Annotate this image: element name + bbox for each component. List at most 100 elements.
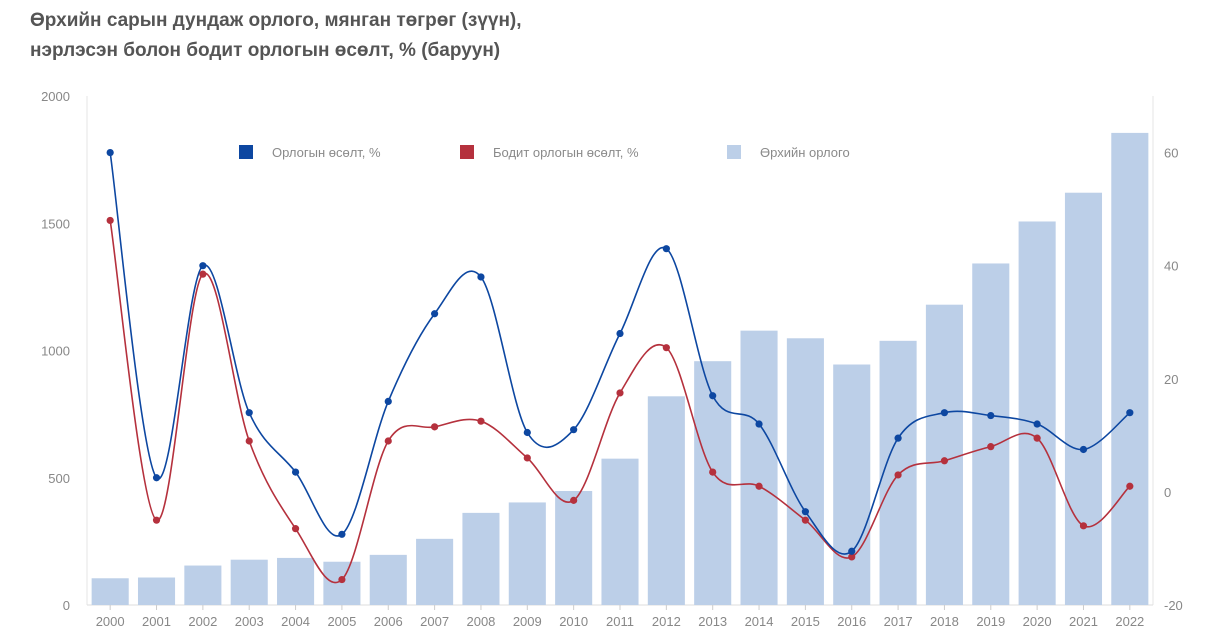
legend-item: Өрхийн орлого	[727, 145, 850, 160]
bar-household-income	[91, 578, 129, 605]
left-axis-tick-label: 1000	[41, 344, 70, 359]
bar-household-income	[925, 304, 963, 605]
point-income-growth	[662, 245, 670, 253]
point-real-income-growth	[848, 553, 856, 561]
bar-household-income	[184, 565, 222, 605]
point-income-growth	[199, 262, 207, 270]
point-income-growth	[755, 420, 763, 428]
left-axis-tick-label: 500	[48, 471, 70, 486]
legend-swatch	[727, 145, 741, 159]
x-axis-tick-label: 2014	[745, 614, 774, 629]
point-real-income-growth	[199, 270, 207, 278]
bar-household-income	[833, 364, 871, 605]
x-axis-tick-label: 2020	[1023, 614, 1052, 629]
point-income-growth	[801, 508, 809, 516]
bar-household-income	[277, 557, 315, 605]
point-real-income-growth	[894, 471, 902, 479]
x-axis-tick-label: 2005	[327, 614, 356, 629]
x-axis-tick-label: 2016	[837, 614, 866, 629]
x-axis-tick-label: 2013	[698, 614, 727, 629]
legend-item: Бодит орлогын өсөлт, %	[460, 145, 639, 160]
point-real-income-growth	[431, 423, 439, 431]
chart-title-line-2: нэрлэсэн болон бодит орлогын өсөлт, % (б…	[30, 40, 501, 61]
legend-label: Бодит орлогын өсөлт, %	[493, 145, 639, 160]
legend-label: Орлогын өсөлт, %	[272, 145, 381, 160]
x-axis-tick-label: 2010	[559, 614, 588, 629]
point-income-growth	[570, 426, 578, 434]
point-real-income-growth	[709, 468, 717, 476]
x-axis-tick-label: 2001	[142, 614, 171, 629]
bar-household-income	[508, 502, 546, 605]
point-income-growth	[940, 409, 949, 417]
point-income-growth	[291, 468, 300, 476]
point-income-growth	[523, 428, 531, 437]
right-axis-tick-label: 40	[1164, 259, 1178, 274]
x-axis-tick-label: 2000	[96, 614, 125, 629]
right-axis-tick-label: -20	[1164, 598, 1183, 613]
bar-household-income	[786, 338, 824, 605]
x-axis-tick-label: 2018	[930, 614, 959, 629]
point-income-growth	[987, 411, 995, 420]
x-axis-tick-label: 2017	[884, 614, 913, 629]
x-axis-tick-label: 2002	[188, 614, 217, 629]
point-income-growth	[616, 329, 624, 338]
point-real-income-growth	[570, 496, 578, 504]
x-axis-tick-label: 2007	[420, 614, 449, 629]
bar-household-income	[137, 577, 176, 605]
bar-household-income	[740, 330, 778, 605]
point-income-growth	[106, 148, 114, 157]
legend-swatch	[460, 145, 474, 159]
point-income-growth	[709, 392, 717, 400]
x-axis-tick-label: 2011	[606, 614, 634, 629]
point-income-growth	[848, 547, 856, 555]
point-real-income-growth	[291, 525, 300, 533]
point-real-income-growth	[755, 482, 763, 490]
right-axis-tick-label: 20	[1164, 372, 1178, 387]
point-real-income-growth	[1079, 522, 1088, 530]
point-real-income-growth	[1126, 482, 1134, 490]
left-axis-tick-label: 2000	[41, 89, 70, 104]
point-income-growth	[431, 310, 439, 318]
point-real-income-growth	[384, 437, 392, 445]
x-axis-tick-label: 2022	[1115, 614, 1144, 629]
bar-household-income	[416, 538, 454, 605]
point-income-growth	[245, 409, 253, 417]
point-real-income-growth	[152, 516, 161, 524]
bar-household-income	[462, 512, 500, 605]
point-real-income-growth	[616, 389, 624, 397]
bar-household-income	[369, 554, 407, 605]
point-real-income-growth	[801, 516, 809, 524]
x-axis-tick-label: 2004	[281, 614, 310, 629]
legend-label: Өрхийн орлого	[760, 145, 850, 160]
right-axis-tick-label: 0	[1164, 485, 1171, 500]
legend-swatch	[239, 145, 253, 159]
point-real-income-growth	[987, 443, 995, 451]
point-income-growth	[1079, 445, 1088, 454]
point-income-growth	[338, 530, 346, 538]
point-income-growth	[384, 397, 392, 405]
bar-household-income	[601, 458, 639, 605]
point-real-income-growth	[940, 457, 949, 465]
point-income-growth	[152, 474, 161, 482]
x-axis-tick-label: 2015	[791, 614, 820, 629]
point-real-income-growth	[523, 454, 531, 462]
point-real-income-growth	[1033, 434, 1041, 442]
point-real-income-growth	[338, 575, 346, 584]
bar-household-income	[323, 561, 361, 605]
bar-household-income	[1018, 221, 1056, 605]
bar-household-income	[972, 263, 1010, 605]
point-income-growth	[894, 434, 902, 442]
x-axis-tick-label: 2008	[466, 614, 495, 629]
legend-item: Орлогын өсөлт, %	[239, 145, 381, 160]
bar-household-income	[1064, 192, 1103, 605]
x-axis-tick-label: 2021	[1069, 614, 1098, 629]
chart-title: Өрхийн сарын дундаж орлого, мянган төгрө…	[30, 6, 522, 66]
line-income-growth	[109, 152, 1131, 555]
point-real-income-growth	[245, 437, 253, 445]
x-axis-tick-label: 2006	[374, 614, 403, 629]
left-axis-tick-label: 1500	[41, 216, 70, 231]
point-income-growth	[1126, 409, 1134, 417]
x-axis-tick-label: 2012	[652, 614, 681, 629]
x-axis-tick-label: 2019	[976, 614, 1005, 629]
point-real-income-growth	[662, 344, 670, 352]
